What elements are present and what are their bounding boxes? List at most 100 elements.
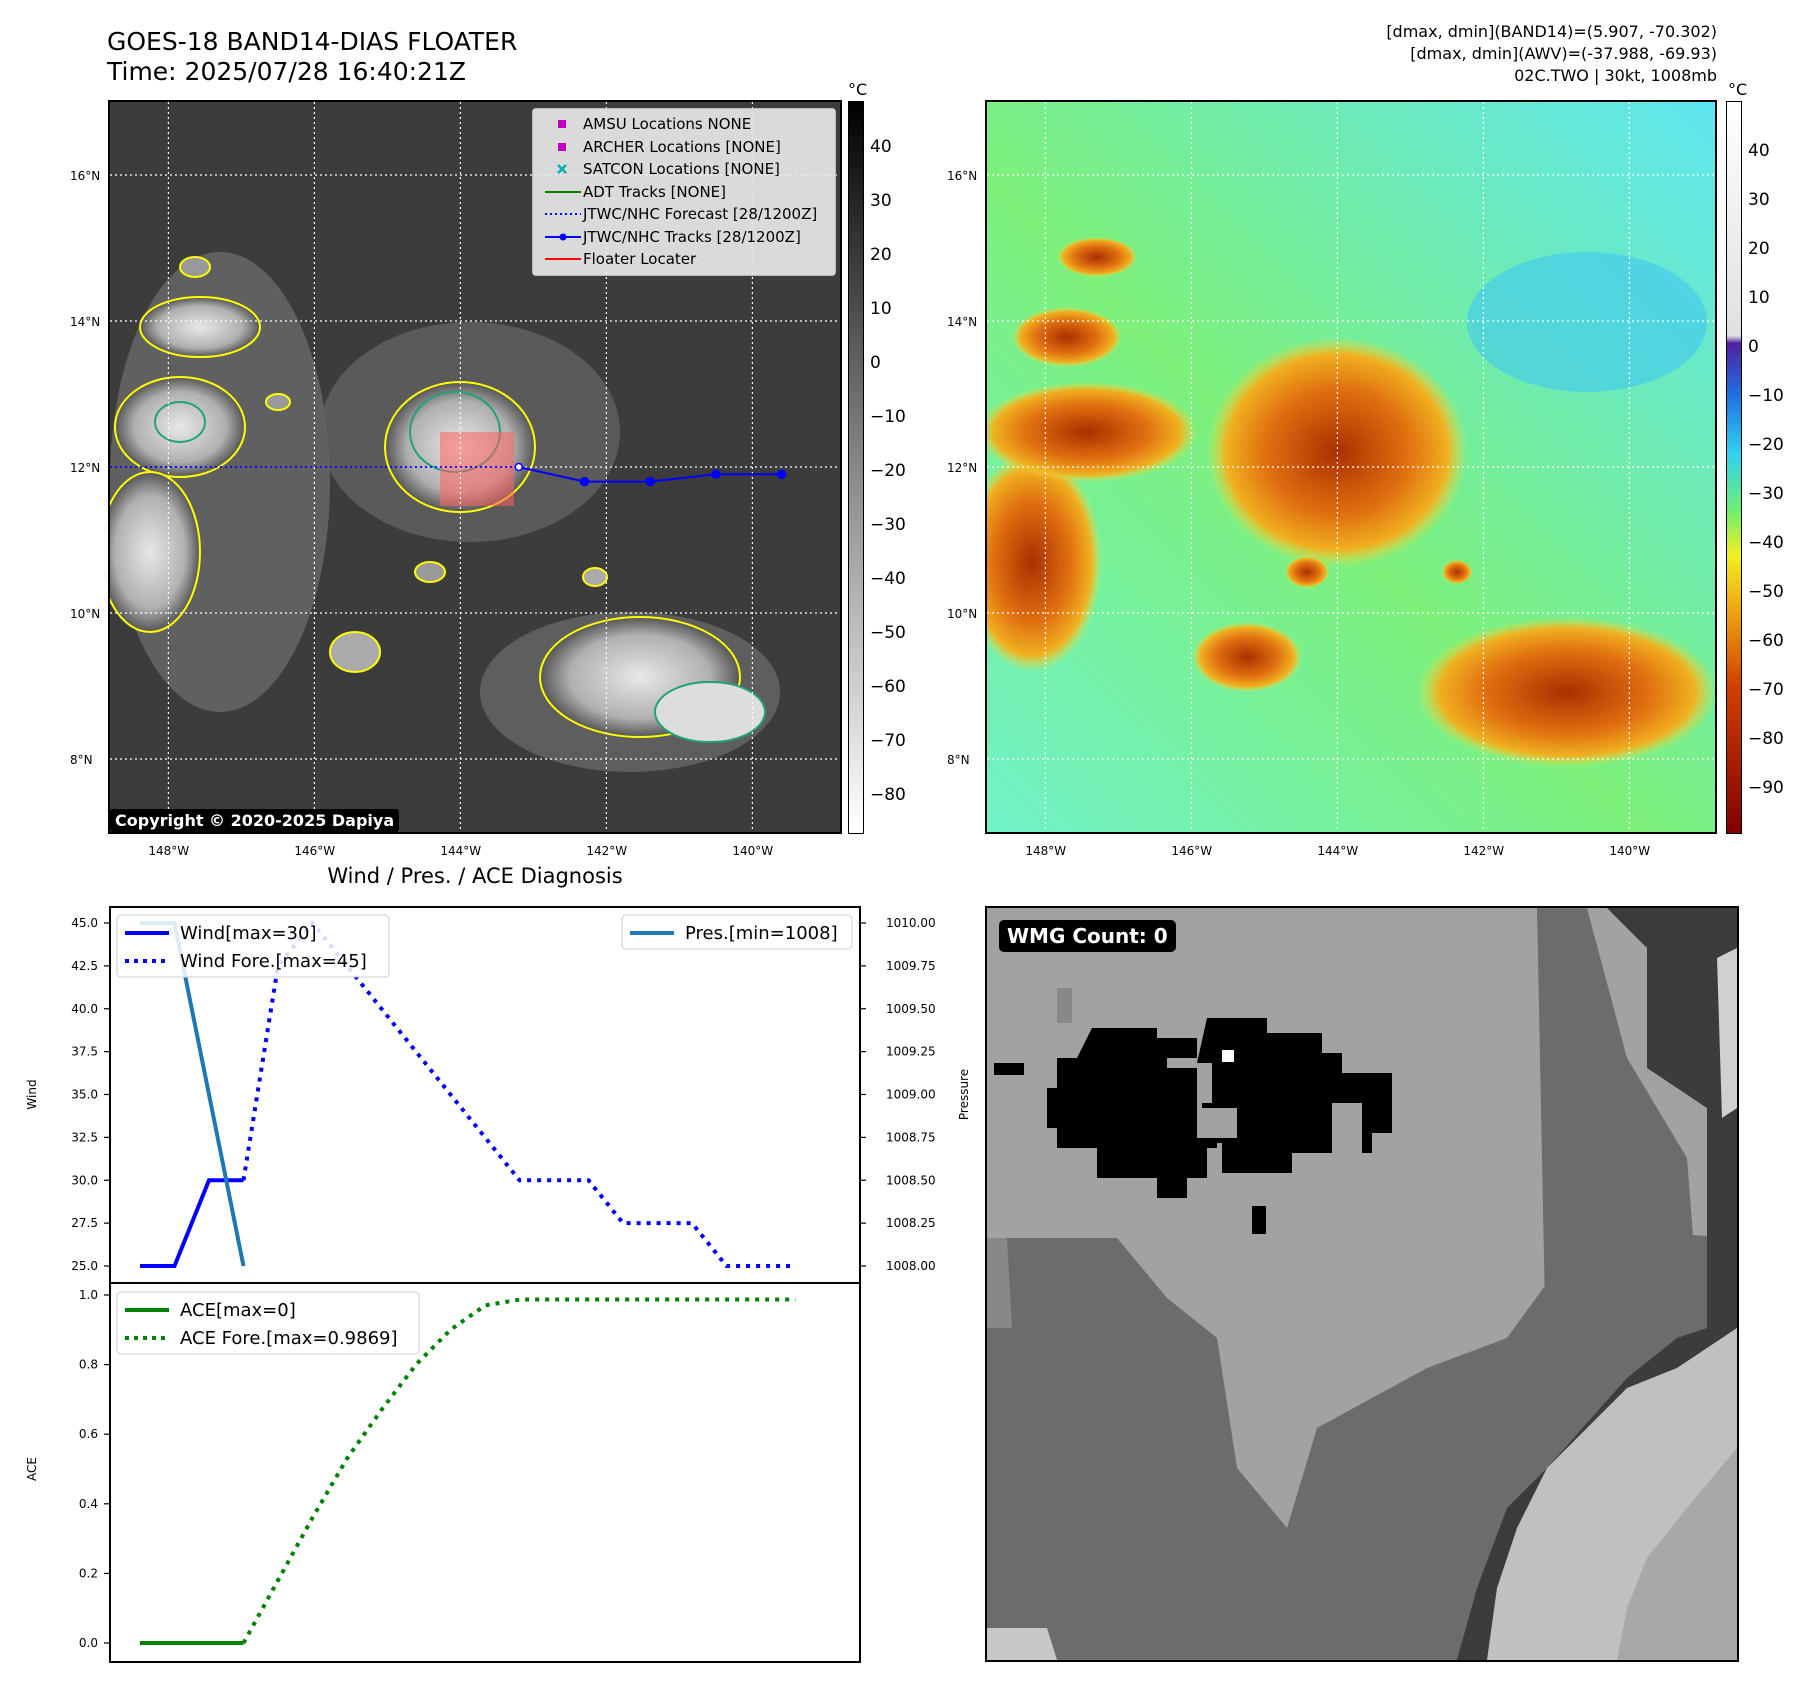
awv-colorbar-tick: 40 (1748, 141, 1770, 161)
chart-legend-label: ACE[max=0] (180, 1300, 296, 1321)
lon-tick-label: 142°W (1463, 844, 1505, 858)
gray-colorbar-tick: 30 (870, 191, 892, 211)
awv-map-panel (985, 100, 1717, 834)
legend-label: SATCON Locations [NONE] (583, 160, 780, 178)
copyright-label: Copyright © 2020-2025 Dapiya (110, 809, 400, 832)
awv-colorbar-tick: −80 (1748, 729, 1784, 749)
legend-symbol-icon (558, 120, 566, 128)
y-right-tick-label: 1009.50 (886, 1002, 936, 1016)
series-line-1 (241, 919, 796, 1268)
awv-colorbar-tick: −70 (1748, 680, 1784, 700)
y-tick-label: 0.8 (79, 1358, 98, 1372)
y-right-tick-label: 1009.00 (886, 1088, 936, 1102)
map-legend: AMSU Locations NONE ARCHER Locations [NON… (532, 108, 836, 276)
lat-tick-label: 14°N (70, 315, 101, 329)
lat-tick-label: 10°N (70, 607, 101, 621)
legend-symbol-icon (545, 190, 581, 193)
chart-legend: Pres.[min=1008] (621, 914, 853, 950)
lon-tick-label: 144°W (1317, 844, 1359, 858)
legend-label: AMSU Locations NONE (583, 115, 752, 133)
awv-colorbar-tick: 10 (1748, 288, 1770, 308)
lon-tick-label: 140°W (732, 844, 774, 858)
y-tick-label: 45.0 (71, 916, 98, 930)
y-tick-label: 42.5 (71, 959, 98, 973)
legend-label: JTWC/NHC Forecast [28/1200Z] (583, 205, 818, 223)
chart-legend-box (116, 914, 390, 978)
ace-chart: 1.0 0.8 0.6 0.4 0.2 0.0 ACE ACE[max=0] ACE Fore.… (25, 1282, 861, 1663)
lat-tick-label: 16°N (947, 169, 978, 183)
gray-colorbar-tick: 10 (870, 299, 892, 319)
y-right-tick-label: 1008.75 (886, 1130, 936, 1144)
chart-legend-label: ACE Fore.[max=0.9869] (180, 1328, 398, 1349)
gray-colorbar-tick: −10 (870, 407, 906, 427)
awv-colorbar-tick: 20 (1748, 239, 1770, 259)
legend-symbol-icon (557, 164, 567, 174)
y-axis-label: ACE (25, 1457, 39, 1481)
gray-colorbar-tick: −80 (870, 785, 906, 805)
lat-tick-label: 16°N (70, 169, 101, 183)
forecast-track-point (776, 469, 787, 480)
awv-colorbar-tick: −20 (1748, 435, 1784, 455)
y-axis-label: Wind (25, 1079, 39, 1109)
lon-tick-label: 142°W (586, 844, 628, 858)
legend-label: Floater Locater (583, 250, 697, 268)
legend-symbol-icon (558, 142, 566, 151)
y-right-axis-label: Pressure (957, 1069, 971, 1120)
ir-map-tracks (110, 462, 787, 487)
wmg-image (987, 908, 1737, 1660)
figure-title: GOES-18 BAND14-DIAS FLOATER (107, 27, 518, 56)
y-right-tick-label: 1008.00 (886, 1259, 936, 1273)
awv-map-gridlines (987, 102, 1715, 832)
y-tick-label: 1.0 (79, 1288, 98, 1302)
awv-colorbar-tick: −60 (1748, 631, 1784, 651)
figure-time: Time: 2025/07/28 16:40:21Z (107, 57, 466, 86)
forecast-track-point (645, 476, 655, 487)
lat-tick-label: 12°N (70, 461, 101, 475)
y-tick-label: 32.5 (71, 1130, 98, 1144)
awv-colorbar-tick: −50 (1748, 582, 1784, 602)
diagnosis-title: Wind / Pres. / ACE Diagnosis (327, 864, 623, 888)
awv-colorbar (1726, 101, 1742, 834)
y-tick-label: 30.0 (71, 1173, 98, 1187)
legend-label: JTWC/NHC Tracks [28/1200Z] (583, 227, 801, 246)
awv-colorbar-tick: 0 (1748, 337, 1759, 357)
info-band14: [dmax, dmin](BAND14)=(5.907, -70.302) (1386, 22, 1717, 41)
gray-colorbar-tick: 20 (870, 245, 892, 265)
lon-tick-label: 148°W (148, 844, 190, 858)
lat-tick-label: 14°N (947, 315, 978, 329)
chart-frame (109, 1282, 861, 1663)
lon-tick-label: 146°W (294, 844, 336, 858)
chart-legend-label: Wind[max=30] (180, 923, 317, 944)
awv-colorbar-tick: −30 (1748, 484, 1784, 504)
y-tick-label: 0.6 (79, 1427, 98, 1441)
y-right-tick-label: 1009.25 (886, 1045, 936, 1059)
info-awv: [dmax, dmin](AWV)=(-37.988, -69.93) (1410, 44, 1717, 63)
y-right-tick-label: 1008.50 (886, 1173, 936, 1187)
legend-label: ADT Tracks [NONE] (583, 182, 727, 201)
y-tick-label: 25.0 (71, 1259, 98, 1273)
lon-tick-label: 140°W (1609, 844, 1651, 858)
chart-legend-label: Wind Fore.[max=45] (180, 951, 367, 972)
y-tick-label: 0.2 (79, 1566, 98, 1580)
wmg-panel: WMG Count: 0 (985, 906, 1739, 1662)
awv-colorbar-tick: −10 (1748, 386, 1784, 406)
y-right-tick-label: 1009.75 (886, 959, 936, 973)
gray-colorbar-tick: −60 (870, 677, 906, 697)
gray-colorbar-tick: −20 (870, 461, 906, 481)
y-tick-label: 0.0 (79, 1636, 98, 1650)
legend-label: ARCHER Locations [NONE] (583, 137, 781, 156)
y-tick-label: 35.0 (71, 1088, 98, 1102)
gray-colorbar-tick: −70 (870, 731, 906, 751)
gray-colorbar-unit: °C (848, 80, 868, 99)
y-right-tick-label: 1008.25 (886, 1216, 936, 1230)
lat-tick-label: 12°N (947, 461, 978, 475)
forecast-track-point (579, 476, 590, 487)
chart-legend: ACE[max=0] ACE Fore.[max=0.9869] (116, 1291, 420, 1355)
gray-colorbar-tick: −50 (870, 623, 906, 643)
lon-tick-label: 144°W (440, 844, 482, 858)
y-tick-label: 27.5 (71, 1216, 98, 1230)
legend-symbol-icon (545, 213, 581, 215)
chart-legend-box (621, 914, 853, 950)
wind-pressure-chart: 45.0 42.5 40.0 37.5 35.0 32.5 30.0 27.5 25.0 Wind… (25, 906, 971, 1284)
chart-legend-box (116, 1291, 420, 1355)
